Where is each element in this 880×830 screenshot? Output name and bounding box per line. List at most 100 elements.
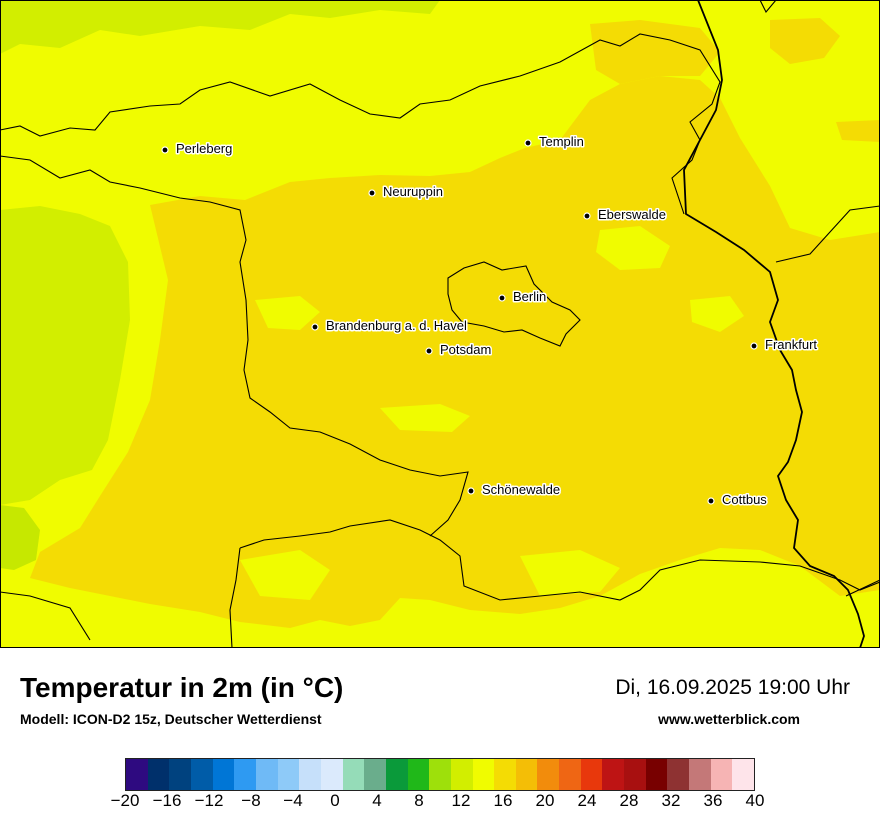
legend-swatch: [320, 759, 343, 790]
legend-tick-label: 24: [577, 791, 597, 810]
warm-patch-east: [836, 120, 880, 142]
west-inner-border: [229, 547, 241, 648]
cool-patch-west: [0, 206, 130, 505]
city-frankfurt: Frankfurt: [750, 336, 819, 354]
city-label: Schönewalde: [482, 482, 560, 497]
legend-swatch: [494, 759, 516, 790]
city-label: Berlin: [513, 289, 546, 304]
legend-tick-label: 32: [661, 791, 681, 810]
city-label: Cottbus: [722, 492, 767, 507]
city-dot: [467, 487, 475, 495]
city-neuruppin: Neuruppin: [368, 183, 445, 201]
legend-swatch: [689, 759, 711, 790]
legend-swatch: [710, 759, 733, 790]
website-link[interactable]: www.wetterblick.com: [658, 711, 800, 727]
legend-swatch: [645, 759, 668, 790]
legend-swatch: [234, 759, 256, 790]
legend-swatch: [169, 759, 191, 790]
cool-patch-top: [0, 0, 440, 54]
city-dot: [425, 347, 433, 355]
city-dot: [368, 189, 376, 197]
legend-tick-label: 20: [535, 791, 555, 810]
legend-tick-label: −16: [152, 791, 182, 810]
legend-tick-label: 28: [619, 791, 639, 810]
legend-swatch: [407, 759, 430, 790]
light-pocket-6: [240, 550, 330, 600]
legend-swatch: [299, 759, 321, 790]
city-templin: Templin: [524, 133, 585, 151]
temperature-map: Perleberg Templin Neuruppin Eberswalde B…: [0, 0, 880, 648]
city-label: Perleberg: [176, 141, 232, 156]
legend-swatch: [147, 759, 170, 790]
light-pocket-8: [820, 598, 880, 648]
legend-swatch: [732, 759, 755, 790]
light-pocket-2: [596, 226, 670, 270]
city-dot: [498, 294, 506, 302]
warm-region: [30, 76, 880, 628]
northern-border: [0, 33, 721, 215]
city-dot: [583, 212, 591, 220]
legend-swatch: [277, 759, 300, 790]
city-dot: [707, 497, 715, 505]
city-markers: Perleberg Templin Neuruppin Eberswalde B…: [161, 133, 819, 509]
city-label: Potsdam: [440, 342, 491, 357]
legend-swatch: [429, 759, 451, 790]
cool-patch-southwest: [0, 505, 40, 570]
legend-tick-label: 4: [372, 791, 382, 810]
legend-swatch: [515, 759, 538, 790]
valid-datetime: Di, 16.09.2025 19:00 Uhr: [615, 676, 850, 699]
legend-swatch: [342, 759, 365, 790]
city-label: Brandenburg a. d. Havel: [326, 318, 467, 333]
legend-swatch: [190, 759, 213, 790]
city-label: Eberswalde: [598, 207, 666, 222]
city-label: Templin: [539, 134, 584, 149]
city-dot: [161, 146, 169, 154]
city-potsdam: Potsdam: [425, 341, 493, 359]
cool-patch-small: [38, 456, 62, 474]
light-pocket-1: [255, 296, 320, 330]
legend-tick-label: 0: [330, 791, 340, 810]
light-pocket-5: [520, 550, 620, 596]
color-legend: [125, 758, 755, 791]
city-cottbus: Cottbus: [707, 491, 769, 509]
legend-tick-label: 36: [703, 791, 723, 810]
legend-tick-label: −4: [283, 791, 303, 810]
legend-swatch: [602, 759, 625, 790]
legend-swatch: [255, 759, 278, 790]
city-berlin: Berlin: [498, 288, 548, 306]
legend-swatch: [559, 759, 581, 790]
city-label: Neuruppin: [383, 184, 443, 199]
berlin-border: [447, 261, 581, 347]
city-perleberg: Perleberg: [161, 140, 234, 158]
legend-tick-label: 12: [451, 791, 471, 810]
east-small-border: [845, 579, 880, 597]
southwest-border: [0, 591, 91, 641]
city-label: Frankfurt: [765, 337, 817, 352]
western-border: [0, 155, 469, 537]
light-pocket-3: [380, 404, 470, 432]
legend-tick-label: 40: [745, 791, 765, 810]
border-top-right: [759, 0, 777, 13]
warm-patch-north: [590, 20, 720, 84]
legend-ticks: −20 −16 −12 −8 −4 0 4 8 12 16 20 24 28 32 36 40: [111, 791, 765, 821]
legend-swatch: [212, 759, 235, 790]
map-title: Temperatur in 2m (in °C): [20, 672, 344, 703]
national-border: [683, 0, 865, 648]
model-source: Modell: ICON-D2 15z, Deutscher Wetterdie…: [20, 711, 322, 727]
light-pocket-7: [700, 596, 780, 640]
legend-swatch: [364, 759, 386, 790]
legend-tick-label: −12: [194, 791, 224, 810]
city-dot: [524, 139, 532, 147]
northeast-border: [775, 205, 880, 263]
legend-swatch: [580, 759, 603, 790]
legend-tick-label: −8: [241, 791, 261, 810]
city-eberswalde: Eberswalde: [583, 206, 667, 224]
city-dot: [750, 342, 758, 350]
state-borders: [0, 33, 880, 648]
legend-swatch: [472, 759, 495, 790]
legend-tick-label: −20: [110, 791, 140, 810]
city-brandenburg: Brandenburg a. d. Havel: [311, 317, 469, 335]
legend-swatch: [537, 759, 560, 790]
legend-swatch: [667, 759, 690, 790]
legend-tick-label: 8: [414, 791, 424, 810]
